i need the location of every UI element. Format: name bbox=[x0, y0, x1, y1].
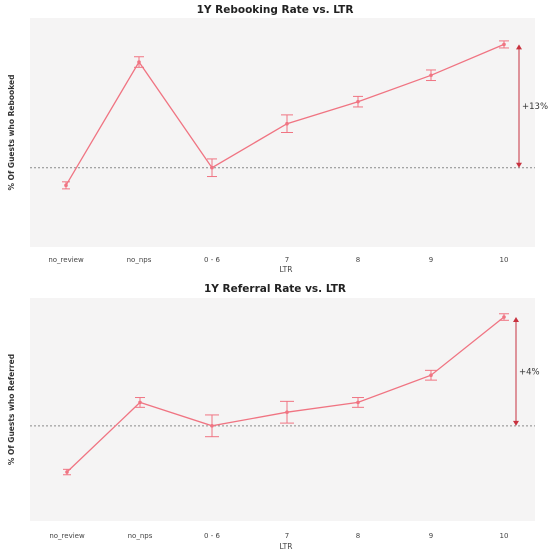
data-point bbox=[138, 400, 142, 405]
x-tick-label: 10 bbox=[500, 532, 509, 540]
data-point bbox=[65, 470, 69, 474]
chart-title: 1Y Rebooking Rate vs. LTR bbox=[197, 4, 354, 16]
rebooking-rate-chart: 1Y Rebooking Rate vs. LTR % Of Guests who… bbox=[7, 4, 548, 274]
data-point bbox=[137, 60, 141, 64]
y-axis-title: % Of Guests who Rebooked bbox=[7, 75, 16, 191]
data-point bbox=[64, 183, 68, 188]
data-point bbox=[285, 121, 289, 126]
x-tick-label: 8 bbox=[356, 532, 360, 540]
annotation-arrow-head-bottom bbox=[516, 162, 522, 168]
data-point bbox=[429, 73, 433, 78]
annotation-arrow-head-top bbox=[513, 317, 519, 323]
data-point bbox=[356, 99, 360, 104]
chart-title: 1Y Referral Rate vs. LTR bbox=[204, 283, 346, 295]
x-axis-title: LTR bbox=[280, 265, 293, 274]
data-point bbox=[502, 42, 506, 47]
referral-rate-chart: 1Y Referral Rate vs. LTR % Of Guests who … bbox=[7, 283, 540, 551]
x-tick-label: no_review bbox=[49, 532, 85, 540]
x-tick-label: 0 - 6 bbox=[204, 532, 220, 540]
annotation-label: +4% bbox=[519, 367, 540, 377]
data-point bbox=[285, 410, 289, 415]
plot-area bbox=[30, 298, 535, 521]
x-tick-label: 8 bbox=[356, 256, 360, 264]
x-tick-label: 0 - 6 bbox=[204, 256, 220, 264]
data-point bbox=[502, 315, 506, 319]
data-point bbox=[210, 424, 214, 428]
x-tick-label: no_review bbox=[48, 256, 84, 264]
x-tick-label: 7 bbox=[285, 532, 289, 540]
x-axis-title: LTR bbox=[280, 542, 293, 551]
x-tick-label: 10 bbox=[500, 256, 509, 264]
x-tick-label: 9 bbox=[429, 532, 433, 540]
annotation-arrow-head-top bbox=[516, 44, 522, 50]
data-point bbox=[356, 400, 360, 405]
x-tick-label: no_nps bbox=[127, 256, 152, 264]
data-point bbox=[210, 165, 214, 170]
data-point bbox=[429, 373, 433, 378]
annotation-label: +13% bbox=[522, 102, 548, 112]
x-tick-label: 9 bbox=[429, 256, 433, 264]
y-axis-title: % Of Guests who Referred bbox=[7, 354, 16, 465]
x-tick-label: 7 bbox=[285, 256, 289, 264]
x-tick-label: no_nps bbox=[128, 532, 153, 540]
annotation-arrow-head-bottom bbox=[513, 420, 519, 426]
